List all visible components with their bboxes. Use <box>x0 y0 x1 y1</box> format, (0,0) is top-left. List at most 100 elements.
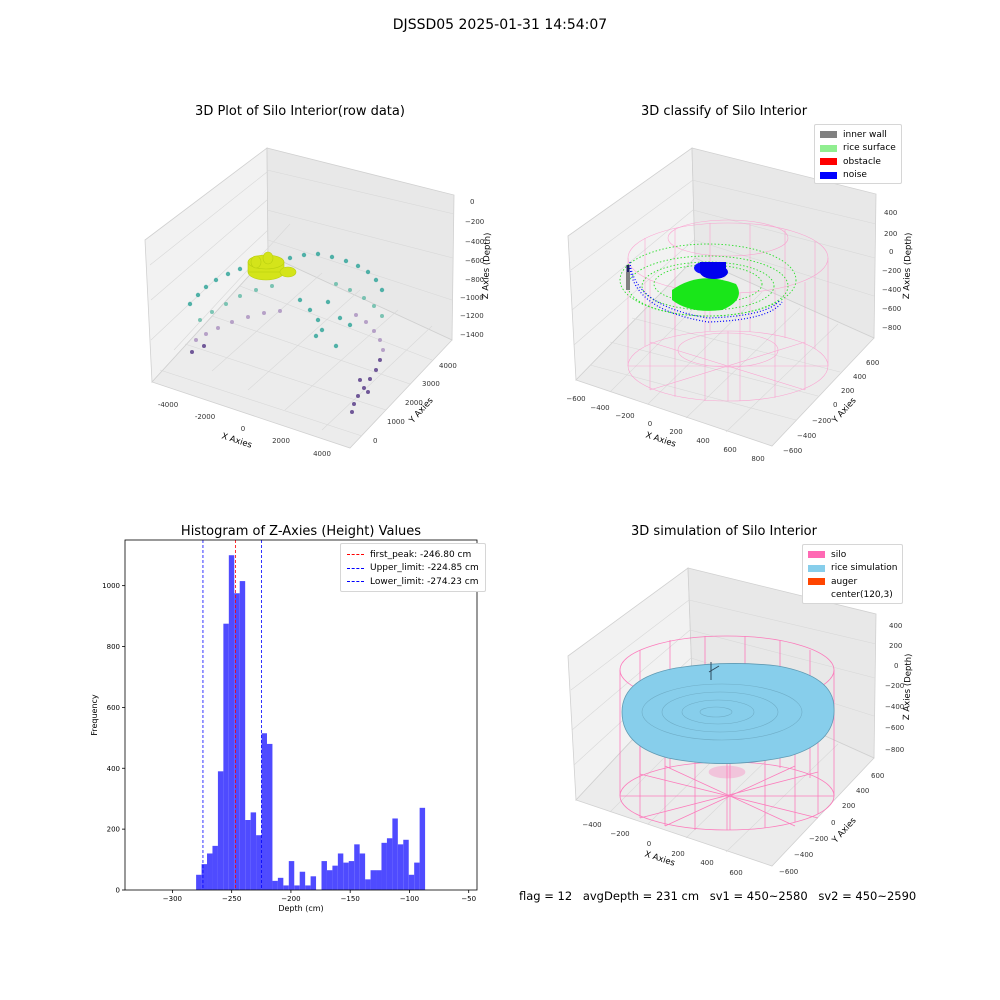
histogram-bar <box>207 853 213 890</box>
legend-entry-noise: noise <box>820 169 896 183</box>
legend-swatch <box>820 158 837 166</box>
simulation-auger-marker <box>708 662 720 680</box>
classify-3d-panes <box>567 147 877 447</box>
simulation-x-tick-label: −400 <box>582 821 601 829</box>
legend-entry-upper-limit: Upper_limit: -224.85 cm <box>347 562 479 576</box>
raw-z-axis-label: Z Axies (Depth) <box>481 232 493 299</box>
classify-z-tick-label: 200 <box>884 230 897 238</box>
legend-label: Upper_limit: -224.85 cm <box>370 563 479 574</box>
raw-x-tick-label: 2000 <box>272 437 290 445</box>
raw-x-tick-label: -2000 <box>195 413 215 421</box>
histogram-bar <box>365 879 371 890</box>
histogram-bar <box>321 861 327 890</box>
histogram-bar <box>228 555 235 890</box>
simulation-x-tick-label: 200 <box>671 850 684 858</box>
simulation-x-tick-label: 400 <box>700 859 713 867</box>
histogram-bar <box>305 885 311 890</box>
classify-z-tick-label: 400 <box>884 209 897 217</box>
histogram-bar <box>234 593 240 890</box>
raw-3d-y-ticks: 0 1000 2000 3000 4000 <box>373 362 457 445</box>
simulation-z-axis-label: Z Axies (Depth) <box>902 653 914 720</box>
classify-3d-floor-pane <box>575 257 875 447</box>
status-sv1: sv1 = 450~2580 <box>709 889 808 903</box>
legend-line <box>347 567 364 569</box>
simulation-y-tick-label: −600 <box>779 868 798 876</box>
histogram-x-ticks: −300 −250 −200 −150 −100 −50 <box>163 890 476 903</box>
simulation-3d-plot: −400 −200 0 200 400 600 X Axies −600 −40… <box>567 567 914 877</box>
raw-3d-plot: -4000 -2000 0 2000 4000 X Axies 0 1000 2… <box>144 147 493 458</box>
legend-swatch <box>808 564 825 572</box>
classify-z-tick-label: −600 <box>882 305 901 313</box>
legend-label: center(120,3) <box>831 590 893 601</box>
histogram-y-ticks: 0 200 400 600 800 1000 <box>102 582 125 895</box>
simulation-plot-title: 3D simulation of Silo Interior <box>631 524 817 539</box>
histogram-y-tick-label: 600 <box>107 704 120 712</box>
classify-3d-x-ticks: −600 −400 −200 0 200 400 600 800 <box>566 395 764 463</box>
raw-x-tick-label: -4000 <box>158 401 178 409</box>
raw-x-tick-label: 4000 <box>313 450 331 458</box>
histogram-y-tick-label: 200 <box>107 826 120 834</box>
legend-label: auger <box>831 576 858 587</box>
raw-3d-panes <box>144 147 455 449</box>
status-line: flag = 12 avgDepth = 231 cm sv1 = 450~25… <box>519 889 923 903</box>
histogram-bar <box>201 864 208 890</box>
histogram-bar <box>359 853 366 890</box>
histogram-y-tick-label: 1000 <box>102 582 120 590</box>
histogram-x-tick-label: −200 <box>281 895 300 903</box>
classify-x-tick-label: 200 <box>669 428 682 436</box>
legend-entry-obstacle: obstacle <box>820 155 896 169</box>
legend-label: rice surface <box>843 143 896 154</box>
classify-inner-wall-points <box>626 272 630 290</box>
simulation-y-tick-label: −400 <box>794 851 813 859</box>
raw-z-tick-label: −600 <box>465 257 484 265</box>
classify-y-tick-label: −400 <box>797 432 816 440</box>
simulation-y-tick-label: 200 <box>842 802 855 810</box>
classify-legend: inner wall rice surface obstacle noise <box>814 124 902 184</box>
raw-x-tick-label: 0 <box>241 425 245 433</box>
histogram-bar <box>332 865 338 890</box>
simulation-3d-z-ticks: 400 200 0 −200 −400 −600 −800 <box>885 622 904 754</box>
histogram-bar <box>348 861 355 890</box>
simulation-x-tick-label: 600 <box>729 869 742 877</box>
simulation-y-tick-label: 0 <box>831 819 835 827</box>
raw-y-tick-label: 3000 <box>422 380 440 388</box>
histogram-y-tick-label: 0 <box>116 887 120 895</box>
histogram-x-tick-label: −50 <box>461 895 476 903</box>
legend-label: rice simulation <box>831 563 898 574</box>
raw-3d-x-ticks: -4000 -2000 0 2000 4000 <box>158 401 331 458</box>
histogram-x-tick-label: −100 <box>400 895 419 903</box>
simulation-legend: silo rice simulation auger center(120,3) <box>802 544 904 604</box>
classify-x-tick-label: 0 <box>648 420 652 428</box>
histogram-bar <box>266 743 273 890</box>
simulation-y-tick-label: −200 <box>809 835 828 843</box>
histogram-bar <box>408 874 415 890</box>
raw-y-tick-label: 1000 <box>387 418 405 426</box>
histogram-bar <box>343 862 349 890</box>
classify-x-tick-label: 600 <box>723 446 736 454</box>
histogram-title: Histogram of Z-Axies (Height) Values <box>180 524 422 539</box>
legend-label: obstacle <box>843 156 881 167</box>
histogram-bar <box>294 885 300 890</box>
simulation-z-tick-label: −400 <box>885 703 904 711</box>
legend-entry-silo: silo <box>808 548 897 562</box>
classify-x-tick-label: −200 <box>615 412 634 420</box>
status-avg-depth: avgDepth = 231 cm <box>582 889 700 903</box>
histogram-bar <box>381 842 387 890</box>
legend-entry-inner-wall: inner wall <box>820 128 896 142</box>
classify-obstacle-surface <box>672 262 739 311</box>
classify-3d-z-ticks: 400 200 0 −200 −400 −600 −800 <box>882 209 901 332</box>
raw-z-tick-label: −1200 <box>460 312 484 320</box>
histogram-bar <box>250 812 257 890</box>
classify-x-tick-label: 800 <box>751 455 764 463</box>
histogram-y-tick-label: 800 <box>107 643 120 651</box>
classify-y-tick-label: −200 <box>812 417 831 425</box>
status-sv2: sv2 = 450~2590 <box>818 889 917 903</box>
histogram-bar <box>283 885 289 890</box>
legend-label: noise <box>843 170 867 181</box>
classify-y-tick-label: 400 <box>853 373 866 381</box>
histogram-y-axis-label: Frequency <box>90 694 99 736</box>
classify-y-tick-label: 0 <box>833 401 837 409</box>
legend-entry-auger: auger <box>808 575 897 589</box>
histogram-reference-lines <box>202 540 262 890</box>
raw-z-tick-label: 0 <box>470 198 474 206</box>
